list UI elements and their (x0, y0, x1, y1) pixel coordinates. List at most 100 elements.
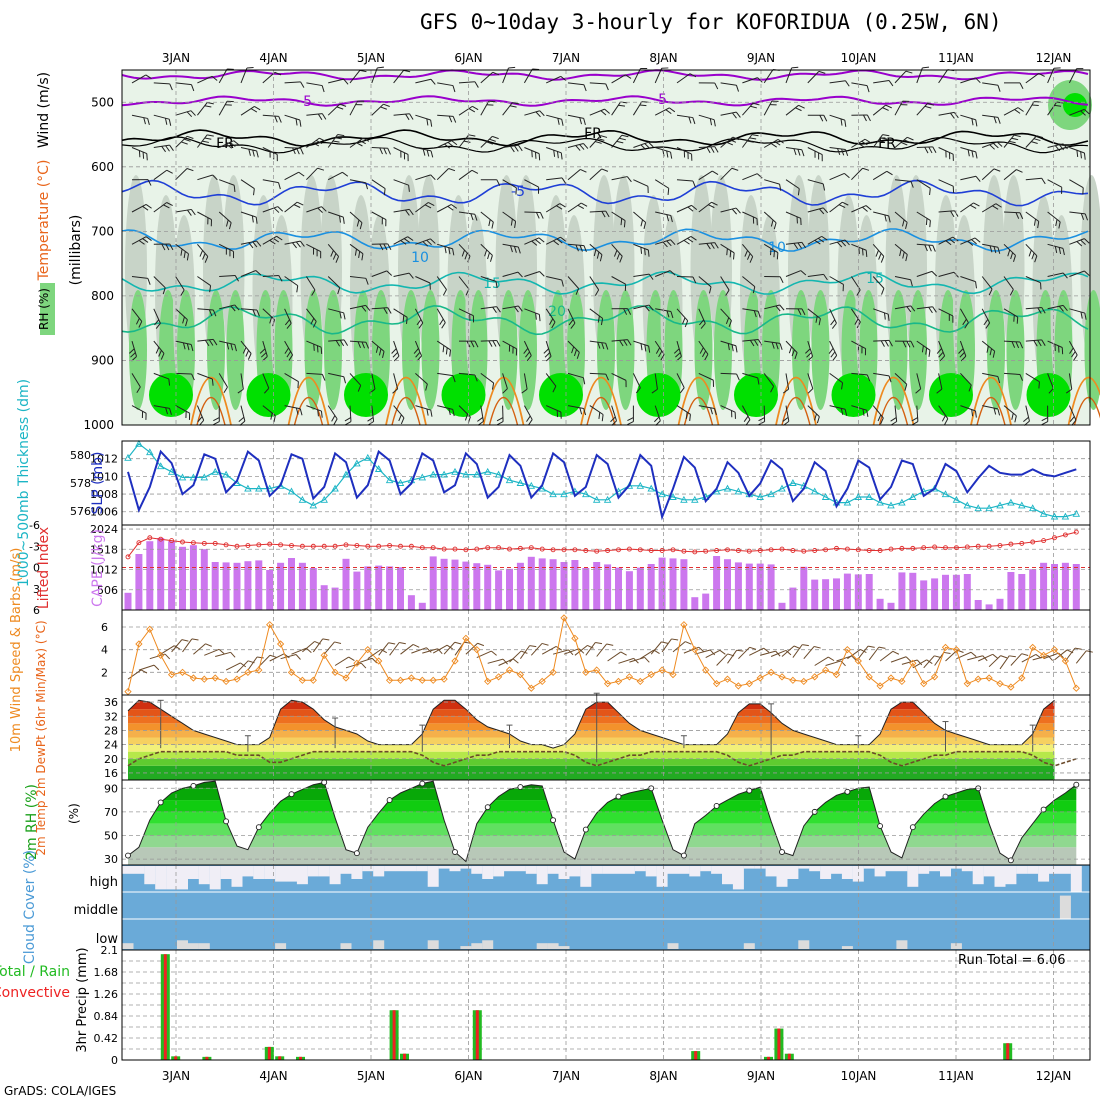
lifted-index-point (550, 547, 556, 553)
lifted-index-point (594, 548, 600, 554)
wind-barb (915, 373, 922, 394)
wind-barb (1069, 238, 1090, 247)
rh-point (680, 852, 687, 859)
lifted-index-point (463, 547, 469, 553)
wind-barb (698, 114, 716, 127)
wind10m-speed-point (745, 680, 753, 688)
wind-barb (676, 73, 697, 84)
lifted-index-point (474, 546, 480, 552)
wind-barb (240, 308, 260, 317)
cloud-high-gap (340, 866, 352, 874)
thickness-point (462, 470, 470, 478)
wind-barb (371, 307, 392, 314)
wind-barb (698, 276, 712, 294)
thickness-point (1007, 498, 1015, 506)
lifted-index-point (398, 543, 403, 549)
rh-point (452, 849, 458, 855)
wind10m-barb (814, 656, 835, 666)
lifted-index-point (725, 547, 730, 553)
wind-barb (523, 68, 540, 84)
wind-barb (763, 100, 779, 116)
contour-label: FR (584, 126, 602, 142)
rh-point (779, 849, 785, 855)
thickness-point (592, 495, 601, 503)
wind-barb (1025, 372, 1040, 389)
rh-point (419, 780, 426, 787)
wind-barb (805, 340, 814, 362)
wind-barb (589, 168, 609, 181)
wind-barb (480, 306, 501, 313)
thickness-point (483, 467, 492, 475)
wind-barb (219, 304, 240, 312)
cloud-high-gap (187, 866, 199, 879)
wind-barb (327, 103, 347, 116)
wind-barb (328, 339, 349, 347)
wind10m-barb (541, 645, 563, 655)
surface-temp-contour (775, 376, 817, 426)
wind-barb (153, 340, 165, 360)
wind-barb (240, 340, 252, 360)
cloud-high-gap (678, 866, 690, 874)
wind-barb (1025, 177, 1046, 185)
chart-title: GFS 0~10day 3-hourly for KOFORIDUA (0.25… (420, 10, 1002, 34)
panel-frame-ua (121, 69, 1091, 426)
wind-barb (807, 179, 826, 191)
cloud-high-gap (1016, 866, 1028, 874)
wind-barb (197, 102, 214, 116)
thickness-point (1039, 509, 1048, 517)
wind-barb (807, 273, 828, 281)
wind-barb (502, 179, 517, 195)
wind-barb (524, 271, 545, 277)
wind10m-barb (432, 644, 453, 654)
precip-tick-label: 0.42 (94, 1032, 119, 1045)
legend-total-rain: Total / Rain (0, 964, 70, 980)
lifted-index-point (223, 542, 229, 548)
wind-barb (894, 373, 908, 391)
thickness-point (1028, 504, 1037, 512)
cape-bar (734, 562, 742, 610)
wind-barb (284, 114, 302, 127)
lifted-index-point (834, 545, 839, 551)
wind-barb (262, 71, 282, 84)
precip-convective-bar (694, 1051, 698, 1060)
temp-contour (121, 179, 1089, 207)
temp-band (128, 730, 1055, 738)
cape-bar (157, 538, 165, 610)
cape-bar (451, 559, 459, 610)
contour-label: -5 (653, 92, 667, 108)
wind-barb (698, 146, 719, 154)
wind10m-barb (247, 656, 264, 671)
temp-tick-label: 36 (104, 696, 118, 709)
cloud-low-bar (373, 940, 385, 949)
temp-tick-label: 24 (104, 739, 118, 752)
rh-point (321, 779, 328, 786)
rh-point (1040, 806, 1047, 813)
wind-barb (219, 179, 236, 192)
cloud-low-bar (482, 940, 494, 949)
cloud-low-bar (536, 943, 548, 949)
wind10m-speed-point (157, 651, 165, 659)
wind-barb (720, 276, 730, 297)
wind-barb (894, 100, 910, 116)
lifted-index-point (746, 548, 752, 554)
wind10m-barb (629, 656, 650, 663)
cloud-high-gap (351, 866, 363, 879)
wind-barb (655, 270, 676, 277)
lifted-index-point (517, 545, 523, 551)
cape-bar (222, 562, 230, 610)
wind10m-speed-point (1007, 683, 1015, 691)
date-label-top: 9JAN (747, 51, 775, 65)
wind-barb (393, 236, 414, 245)
slp-tick-label: 1012 (90, 453, 118, 466)
wind-barb (306, 137, 326, 148)
wind10m-speed-point (614, 677, 623, 686)
wind-barb (916, 306, 937, 314)
wind-barb (371, 179, 386, 196)
wind-barb (153, 82, 173, 91)
lifted-index-line (127, 531, 1077, 558)
wind-barb (698, 242, 719, 250)
wind-barb (153, 169, 173, 181)
wind10m-speed-point (429, 676, 437, 684)
cape-bar (124, 592, 132, 610)
cloud-high-gap (231, 866, 243, 887)
